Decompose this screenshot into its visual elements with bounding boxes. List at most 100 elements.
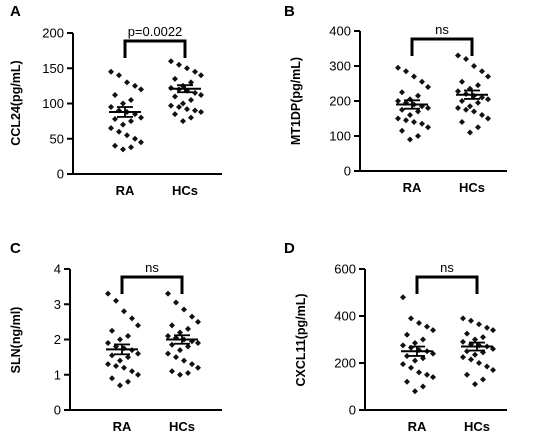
series-ra <box>395 64 431 143</box>
data-point <box>128 118 134 125</box>
data-point <box>475 82 481 89</box>
data-point <box>117 382 123 389</box>
data-point <box>180 118 186 125</box>
y-tick-label: 600 <box>334 262 356 277</box>
y-axis-title: CXCL11(pg/mL) <box>294 293 308 386</box>
data-point <box>464 371 470 378</box>
data-point <box>424 323 430 330</box>
data-point <box>459 98 465 104</box>
data-point <box>479 68 485 75</box>
data-point <box>403 117 409 124</box>
series-hcs <box>455 52 491 136</box>
panel-a: A 0 50 100 150 200 CCL24(pg/mL) RA HCs p=0.0022 <box>9 3 222 198</box>
data-point <box>400 294 406 301</box>
y-tick-label: 2 <box>54 332 61 347</box>
data-point <box>407 112 413 118</box>
data-point <box>463 56 469 62</box>
data-point <box>108 125 114 132</box>
data-point <box>415 133 421 139</box>
data-point <box>490 367 496 374</box>
y-tick-label: 0 <box>349 403 356 418</box>
data-point <box>395 98 401 104</box>
data-point <box>404 331 410 338</box>
significance-label: ns <box>440 260 454 275</box>
data-point <box>455 88 461 95</box>
data-point <box>455 105 461 111</box>
data-point <box>395 64 401 71</box>
data-point <box>168 102 174 109</box>
panel-label: A <box>10 3 21 20</box>
y-axis-title: SLN(ng/ml) <box>9 307 23 374</box>
panel-c: C 0 1 2 3 4 SLN(ng/ml) RA HCs ns <box>9 240 222 434</box>
data-point <box>129 368 135 375</box>
data-point <box>192 89 198 96</box>
data-point <box>177 329 183 336</box>
significance-bracket <box>415 275 479 294</box>
data-point <box>169 322 175 329</box>
data-point <box>189 361 195 368</box>
data-point <box>407 136 413 143</box>
data-point <box>195 318 201 325</box>
y-tick-label: 1 <box>54 367 61 382</box>
data-point <box>480 376 486 383</box>
series-ra <box>108 68 144 153</box>
data-point <box>180 100 186 107</box>
data-point <box>403 68 409 75</box>
data-point <box>459 78 465 85</box>
data-point <box>412 340 418 347</box>
y-tick-label: 50 <box>50 131 64 146</box>
data-point <box>120 100 126 107</box>
data-point <box>479 112 485 118</box>
data-point <box>425 105 431 111</box>
data-point <box>415 92 421 99</box>
data-point <box>484 363 490 370</box>
data-point <box>109 375 115 382</box>
panel-label: B <box>284 3 295 20</box>
data-point <box>399 89 405 96</box>
data-point <box>128 144 134 151</box>
data-point <box>121 308 127 315</box>
data-point <box>472 381 478 388</box>
data-point <box>129 315 135 322</box>
data-point <box>117 336 123 343</box>
data-point <box>416 320 422 327</box>
data-point <box>460 338 466 345</box>
y-tick-label: 150 <box>42 61 64 76</box>
data-point <box>169 341 175 348</box>
x-tick-label: RA <box>116 183 135 198</box>
y-tick-label: 100 <box>42 96 64 111</box>
panel-label: D <box>284 240 295 257</box>
data-point <box>404 378 410 385</box>
series-hcs <box>460 315 496 388</box>
data-point <box>480 334 486 341</box>
data-point <box>188 114 194 121</box>
data-point <box>177 371 183 378</box>
y-tick-label: 0 <box>57 167 64 182</box>
data-point <box>416 369 422 376</box>
data-point <box>198 72 204 79</box>
y-tick-label: 400 <box>329 24 351 39</box>
data-point <box>105 361 111 368</box>
data-point <box>185 369 191 376</box>
x-tick-label: HCs <box>464 419 490 434</box>
data-point <box>476 321 482 328</box>
data-point <box>490 327 496 334</box>
panel-d: D 0 200 400 600 CXCL11(pg/mL) RA HCs ns <box>284 240 507 434</box>
significance-bracket <box>410 37 474 56</box>
y-tick-label: 300 <box>329 59 351 74</box>
x-tick-label: RA <box>403 180 422 195</box>
data-point <box>415 108 421 115</box>
data-point <box>112 92 118 99</box>
data-point <box>135 371 141 378</box>
data-point <box>184 65 190 72</box>
significance-label: ns <box>435 22 449 37</box>
data-point <box>399 106 405 113</box>
series-hcs <box>165 290 201 378</box>
series-ra <box>400 294 436 395</box>
data-point <box>400 361 406 368</box>
data-point <box>181 306 187 313</box>
data-point <box>425 124 431 131</box>
data-point <box>404 352 410 359</box>
data-point <box>420 336 426 343</box>
